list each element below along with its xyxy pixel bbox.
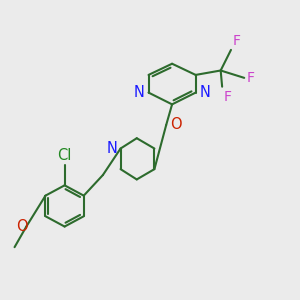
Text: F: F xyxy=(247,71,255,85)
Text: F: F xyxy=(224,90,232,104)
Text: Cl: Cl xyxy=(57,148,72,163)
Text: O: O xyxy=(171,118,182,133)
Text: N: N xyxy=(199,85,210,100)
Text: F: F xyxy=(232,34,240,48)
Text: O: O xyxy=(16,219,28,234)
Text: N: N xyxy=(134,85,145,100)
Text: N: N xyxy=(106,141,117,156)
